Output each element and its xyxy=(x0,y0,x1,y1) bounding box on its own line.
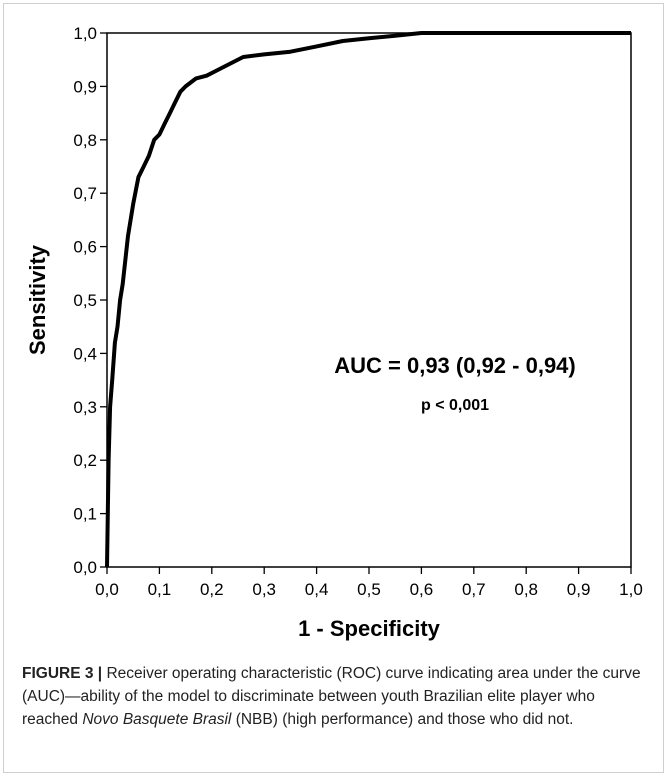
x-tick-label: 0,8 xyxy=(514,580,538,599)
x-tick-label: 0,4 xyxy=(305,580,329,599)
roc-curve-line xyxy=(105,31,631,568)
axes xyxy=(106,32,632,568)
x-tick-label: 0,1 xyxy=(148,580,172,599)
caption-text-2: (NBB) (high performance) and those who d… xyxy=(231,711,574,728)
x-axis-title: 1 - Specificity xyxy=(298,616,441,641)
caption-text-1: Receiver operating characteristic (ROC) … xyxy=(22,665,641,728)
y-tick-label: 0,2 xyxy=(73,451,97,470)
p-value-annotation: p < 0,001 xyxy=(421,397,489,414)
y-tick-label: 1,0 xyxy=(73,24,97,43)
y-axis-title: Sensitivity xyxy=(25,244,50,355)
y-tick-label: 0,5 xyxy=(73,291,97,310)
roc-chart: 0,0 0,1 0,2 0,3 0,4 0,5 0,6 0,7 0,8 0,9 1,0 0,0 0,1 0… xyxy=(25,24,643,641)
x-tick-label: 0,3 xyxy=(252,580,276,599)
y-tick-label: 0,7 xyxy=(73,184,97,203)
x-tick-label: 0,9 xyxy=(567,580,591,599)
auc-annotation: AUC = 0,93 (0,92 - 0,94) xyxy=(334,353,576,378)
y-tick-label: 0,3 xyxy=(73,398,97,417)
x-tick-label: 0,7 xyxy=(462,580,486,599)
caption-lead: FIGURE 3 | xyxy=(22,665,103,682)
y-tick-label: 0,0 xyxy=(73,558,97,577)
x-tick-label: 0,6 xyxy=(410,580,434,599)
x-tick-label: 0,5 xyxy=(357,580,381,599)
y-tick-label: 0,9 xyxy=(73,77,97,96)
caption-italic: Novo Basquete Brasil xyxy=(82,711,232,728)
y-tick-label: 0,4 xyxy=(73,344,97,363)
x-tick-label: 1,0 xyxy=(619,580,643,599)
y-tick-label: 0,1 xyxy=(73,505,97,524)
x-tick-label: 0,0 xyxy=(95,580,119,599)
x-tick-label: 0,2 xyxy=(200,580,224,599)
y-tick-label: 0,6 xyxy=(73,238,97,257)
figure-frame xyxy=(3,3,664,773)
y-tick-label: 0,8 xyxy=(73,131,97,150)
plot-border xyxy=(106,32,632,568)
figure-caption: FIGURE 3 | Receiver operating characteri… xyxy=(22,662,642,731)
